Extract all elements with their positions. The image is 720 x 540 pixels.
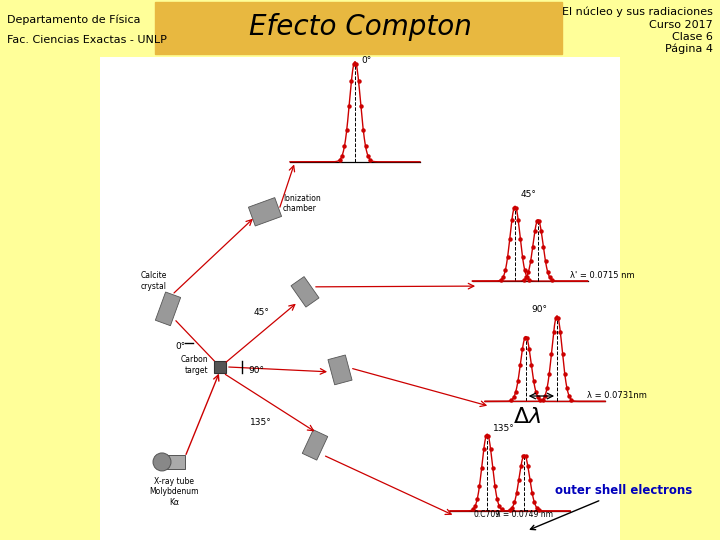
- Text: 135°: 135°: [250, 418, 271, 427]
- Text: Calcite
crystal: Calcite crystal: [141, 272, 167, 291]
- Circle shape: [153, 453, 171, 471]
- Text: Carbon
target: Carbon target: [181, 355, 208, 375]
- FancyBboxPatch shape: [155, 2, 562, 55]
- Text: X-ray tube
Molybdenum
Kα: X-ray tube Molybdenum Kα: [149, 477, 199, 507]
- Polygon shape: [328, 355, 352, 385]
- Polygon shape: [291, 276, 319, 307]
- Text: 90°: 90°: [532, 305, 548, 314]
- Text: λ = 0.0731nm: λ = 0.0731nm: [587, 390, 647, 400]
- Text: Fac. Ciencias Exactas - UNLP: Fac. Ciencias Exactas - UNLP: [7, 35, 167, 45]
- Text: λ' = 0.0715 nm: λ' = 0.0715 nm: [570, 271, 635, 280]
- Text: 0.C709: 0.C709: [474, 510, 501, 519]
- Polygon shape: [162, 455, 185, 469]
- Text: Página 4: Página 4: [665, 44, 713, 54]
- Text: inner shell electrons: inner shell electrons: [0, 539, 1, 540]
- Text: outer shell electrons: outer shell electrons: [531, 484, 692, 530]
- Text: El núcleo y sus radiaciones: El núcleo y sus radiaciones: [562, 7, 713, 17]
- Text: 0°: 0°: [361, 56, 372, 65]
- Text: 135°: 135°: [493, 424, 515, 433]
- Text: 90°: 90°: [248, 366, 264, 375]
- Text: Ionization
chamber: Ionization chamber: [283, 194, 320, 213]
- Text: Efecto Compton: Efecto Compton: [248, 13, 472, 41]
- Text: 0°: 0°: [176, 342, 186, 351]
- Bar: [100, 57, 620, 540]
- Text: 45°: 45°: [521, 190, 537, 199]
- Text: Departamento de Física: Departamento de Física: [7, 14, 140, 25]
- Bar: [214, 361, 226, 373]
- Text: λ = 0.0749 nm: λ = 0.0749 nm: [496, 510, 553, 519]
- Text: 45°: 45°: [254, 308, 270, 317]
- Polygon shape: [248, 198, 282, 226]
- Polygon shape: [302, 430, 328, 460]
- Text: Curso 2017: Curso 2017: [649, 20, 713, 30]
- Polygon shape: [156, 292, 181, 326]
- Text: Clase 6: Clase 6: [672, 32, 713, 42]
- Text: $\Delta\lambda$: $\Delta\lambda$: [513, 407, 541, 428]
